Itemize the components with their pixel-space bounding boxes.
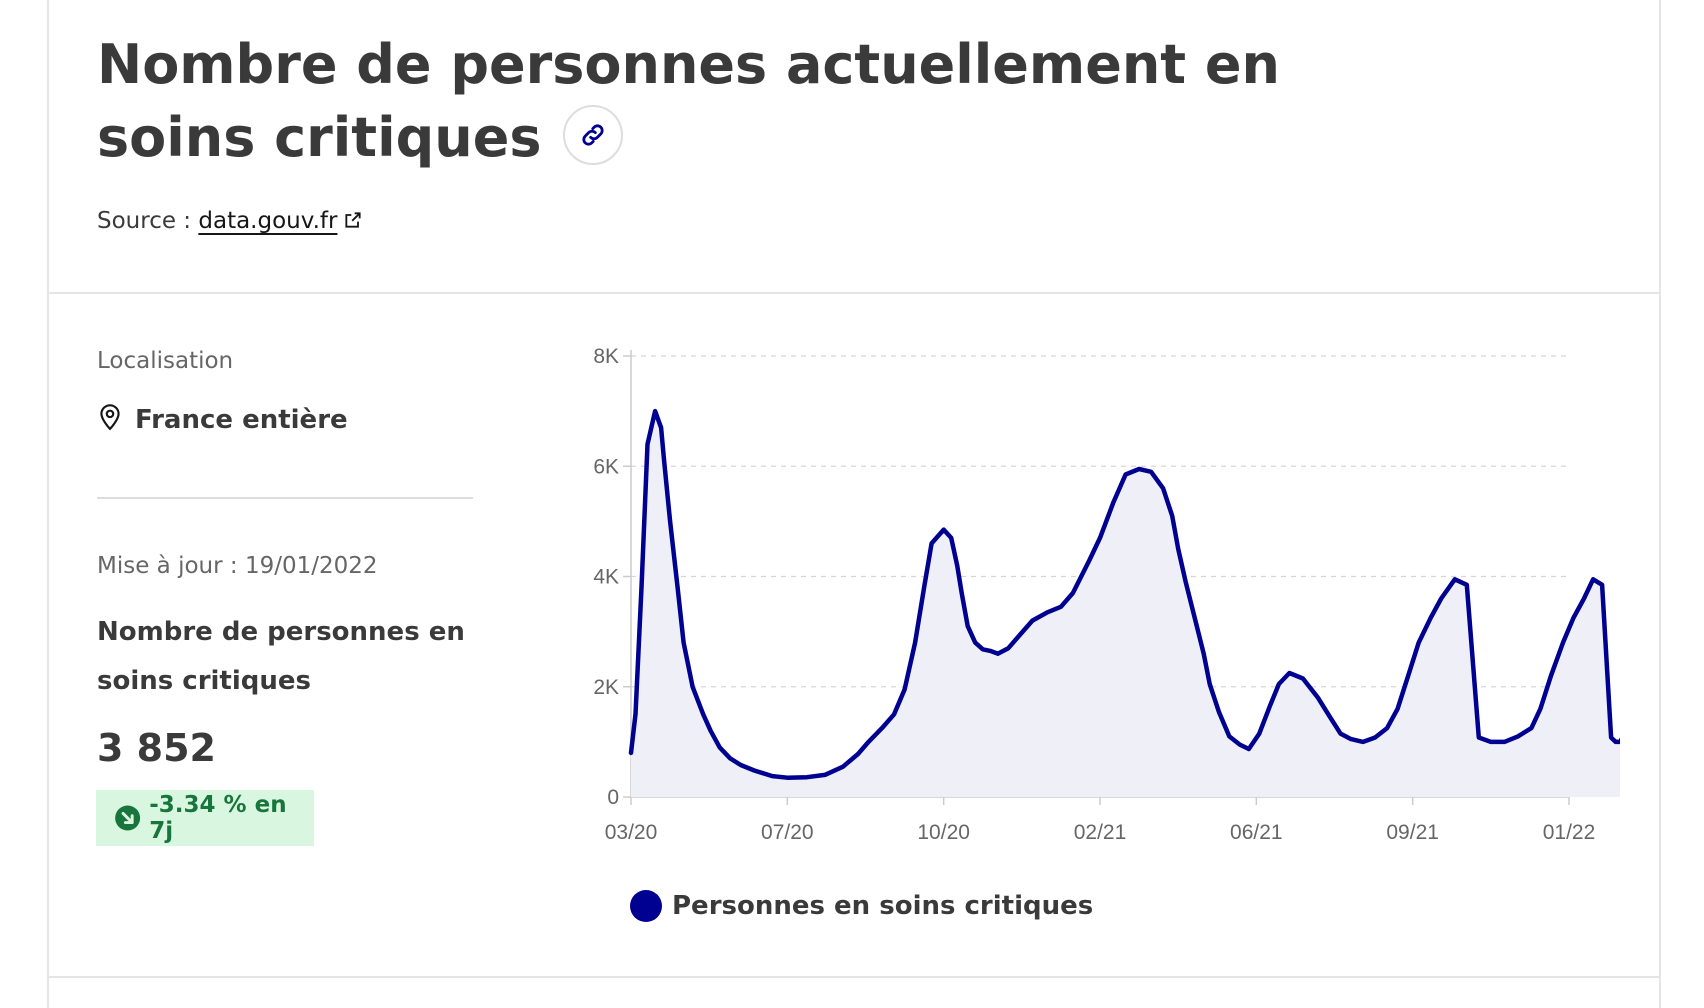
critical-care-chart: 0 2K 4K 6K 8K 03/20 07/20 10/20 02/21 06/21 09/21 0… — [593, 345, 1620, 844]
title-text: Nombre de personnes actuellement en soin… — [97, 33, 1280, 169]
legend-label: Personnes en soins critiques — [672, 891, 1094, 921]
bottom-divider — [47, 976, 1659, 978]
y-tick-label: 2K — [593, 676, 619, 699]
source-prefix: Source : — [97, 208, 192, 234]
series-line — [628, 408, 1620, 780]
location-label: Localisation — [97, 348, 234, 374]
x-tick-label: 03/20 — [605, 821, 658, 844]
source-line: Source : data.gouv.fr — [97, 208, 363, 234]
location-value: France entière — [135, 405, 348, 435]
arrow-down-right-icon — [115, 805, 141, 831]
x-tick-label: 02/21 — [1074, 821, 1127, 844]
y-tick-label: 4K — [593, 566, 619, 589]
source-link-text[interactable]: data.gouv.fr — [198, 208, 338, 234]
page-title: Nombre de personnes actuellement en soin… — [97, 28, 1417, 174]
legend-swatch — [630, 890, 662, 922]
chart-legend[interactable]: Personnes en soins critiques — [630, 890, 1093, 922]
y-tick-label: 6K — [593, 455, 619, 478]
x-tick-label: 10/20 — [917, 821, 970, 844]
header-divider — [47, 292, 1659, 294]
trend-badge: -3.34 % en 7j — [96, 790, 314, 846]
source-link[interactable]: data.gouv.fr — [198, 208, 363, 234]
kpi-value: 3 852 — [97, 726, 216, 770]
y-tick-label: 0 — [607, 786, 619, 809]
y-tick-label: 8K — [593, 345, 619, 368]
left-divider — [97, 497, 473, 499]
x-tick-label: 01/22 — [1543, 821, 1596, 844]
x-tick-label: 06/21 — [1230, 821, 1283, 844]
series-area — [631, 411, 1620, 797]
kpi-label: Nombre de personnes en soins critiques — [97, 617, 465, 696]
x-tick-label: 07/20 — [761, 821, 814, 844]
location-selector[interactable]: France entière — [97, 400, 348, 440]
link-icon — [582, 124, 605, 146]
x-tick-label: 09/21 — [1386, 821, 1439, 844]
trend-text: -3.34 % en 7j — [149, 792, 287, 844]
copy-link-button[interactable] — [563, 105, 624, 166]
chart-card — [47, 0, 1661, 1008]
update-date: Mise à jour : 19/01/2022 — [97, 553, 378, 579]
map-pin-icon — [100, 404, 120, 431]
external-link-icon — [345, 212, 362, 228]
